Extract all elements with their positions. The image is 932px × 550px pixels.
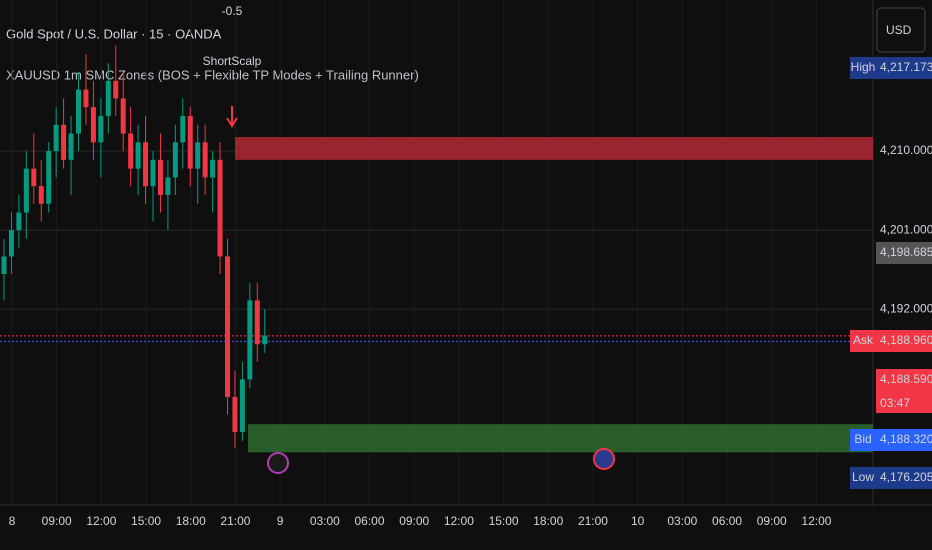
candle-body	[254, 300, 260, 345]
candle-body	[157, 159, 163, 195]
price-tick-label: 4,192.000	[880, 301, 932, 315]
time-tick-label: 8	[9, 514, 16, 528]
candle-body	[232, 396, 238, 433]
candle-body	[23, 168, 29, 213]
badge-tag	[850, 429, 876, 451]
time-tick-label: 09:00	[757, 514, 787, 528]
badge-tag	[850, 467, 876, 489]
candle-body	[187, 115, 193, 169]
signal-label: ShortScalp	[203, 54, 262, 68]
badge-tag	[850, 57, 876, 79]
time-tick-label: 09:00	[42, 514, 72, 528]
candle-body	[8, 230, 14, 257]
candle-body	[128, 133, 134, 169]
candle-body	[225, 256, 230, 397]
currency-button[interactable]	[876, 7, 926, 53]
candle-body	[180, 115, 186, 143]
badge-price: 4,217.173	[880, 60, 932, 74]
time-tick-label: 09:00	[399, 514, 429, 528]
event-icon	[267, 452, 289, 474]
price-badge	[876, 330, 932, 352]
candle-body	[1, 256, 7, 275]
price-badge	[876, 57, 932, 79]
time-tick-label: 12:00	[86, 514, 116, 528]
currency-label[interactable]: USD	[886, 23, 912, 37]
candle-body	[239, 379, 245, 433]
candle-body	[98, 115, 104, 143]
price-badge	[876, 242, 932, 264]
time-tick-label: 18:00	[533, 514, 563, 528]
time-tick-label: 03:00	[667, 514, 697, 528]
symbol-title: Gold Spot / U.S. Dollar · 15 · OANDA	[6, 26, 222, 41]
candle-body	[46, 151, 52, 204]
badge-tag-label: High	[851, 60, 876, 74]
candle-body	[150, 159, 156, 187]
candle-body	[38, 186, 44, 204]
candle-body	[53, 124, 59, 152]
badge-tag-label: Bid	[854, 432, 871, 446]
price-badge	[876, 429, 932, 451]
candle-body	[90, 107, 96, 143]
time-tick-label: 12:00	[801, 514, 831, 528]
time-tick-label: 21:00	[220, 514, 250, 528]
candle-body	[16, 212, 22, 231]
price-badge	[876, 467, 932, 489]
candle-body	[217, 159, 223, 257]
candle-body	[83, 89, 89, 108]
time-tick-label: 15:00	[131, 514, 161, 528]
badge-price: 4,198.685	[880, 245, 932, 259]
badge-price: 4,188.960	[880, 333, 932, 347]
candle-body	[202, 142, 208, 178]
time-tick-label: 10	[631, 514, 645, 528]
candle-body	[105, 80, 111, 116]
candle-body	[61, 124, 67, 160]
candle-body	[172, 142, 178, 178]
price-tick-label: 4,210.000	[880, 143, 932, 157]
candle-body	[262, 335, 268, 345]
signal-arrow	[226, 106, 238, 128]
time-tick-label: 06:00	[712, 514, 742, 528]
candle-body	[76, 89, 81, 134]
candle-body	[210, 159, 216, 178]
badge-timer: 03:47	[880, 396, 910, 410]
time-tick-label: 03:00	[310, 514, 340, 528]
candle-body	[247, 300, 253, 380]
time-tick-label: 15:00	[489, 514, 519, 528]
time-tick-label: 12:00	[444, 514, 474, 528]
badge-price: 4,188.590	[880, 372, 932, 386]
badge-tag-label: Ask	[853, 333, 874, 347]
time-tick-label: 9	[277, 514, 284, 528]
price-badge	[876, 369, 932, 413]
candle-body	[143, 142, 149, 187]
candle-body	[135, 142, 141, 169]
time-tick-label: 18:00	[176, 514, 206, 528]
candle-body	[120, 98, 126, 134]
zone	[235, 137, 873, 160]
time-tick-label: 06:00	[355, 514, 385, 528]
badge-price: 4,188.320	[880, 432, 932, 446]
event-icon	[593, 448, 615, 470]
price-tick-label: 4,201.000	[880, 222, 932, 236]
candle-body	[195, 142, 201, 169]
badge-tag	[850, 330, 876, 352]
zone	[248, 424, 873, 453]
signal-value: -0.5	[222, 4, 243, 18]
time-tick-label: 21:00	[578, 514, 608, 528]
badge-tag-label: Low	[852, 470, 874, 484]
candle-body	[113, 80, 119, 99]
indicator-title: XAUUSD 1m SMC Zones (BOS + Flexible TP M…	[6, 67, 419, 82]
badge-price: 4,176.205	[880, 470, 932, 484]
candle-body	[165, 177, 171, 195]
candle-body	[68, 133, 74, 160]
candle-body	[31, 168, 37, 187]
